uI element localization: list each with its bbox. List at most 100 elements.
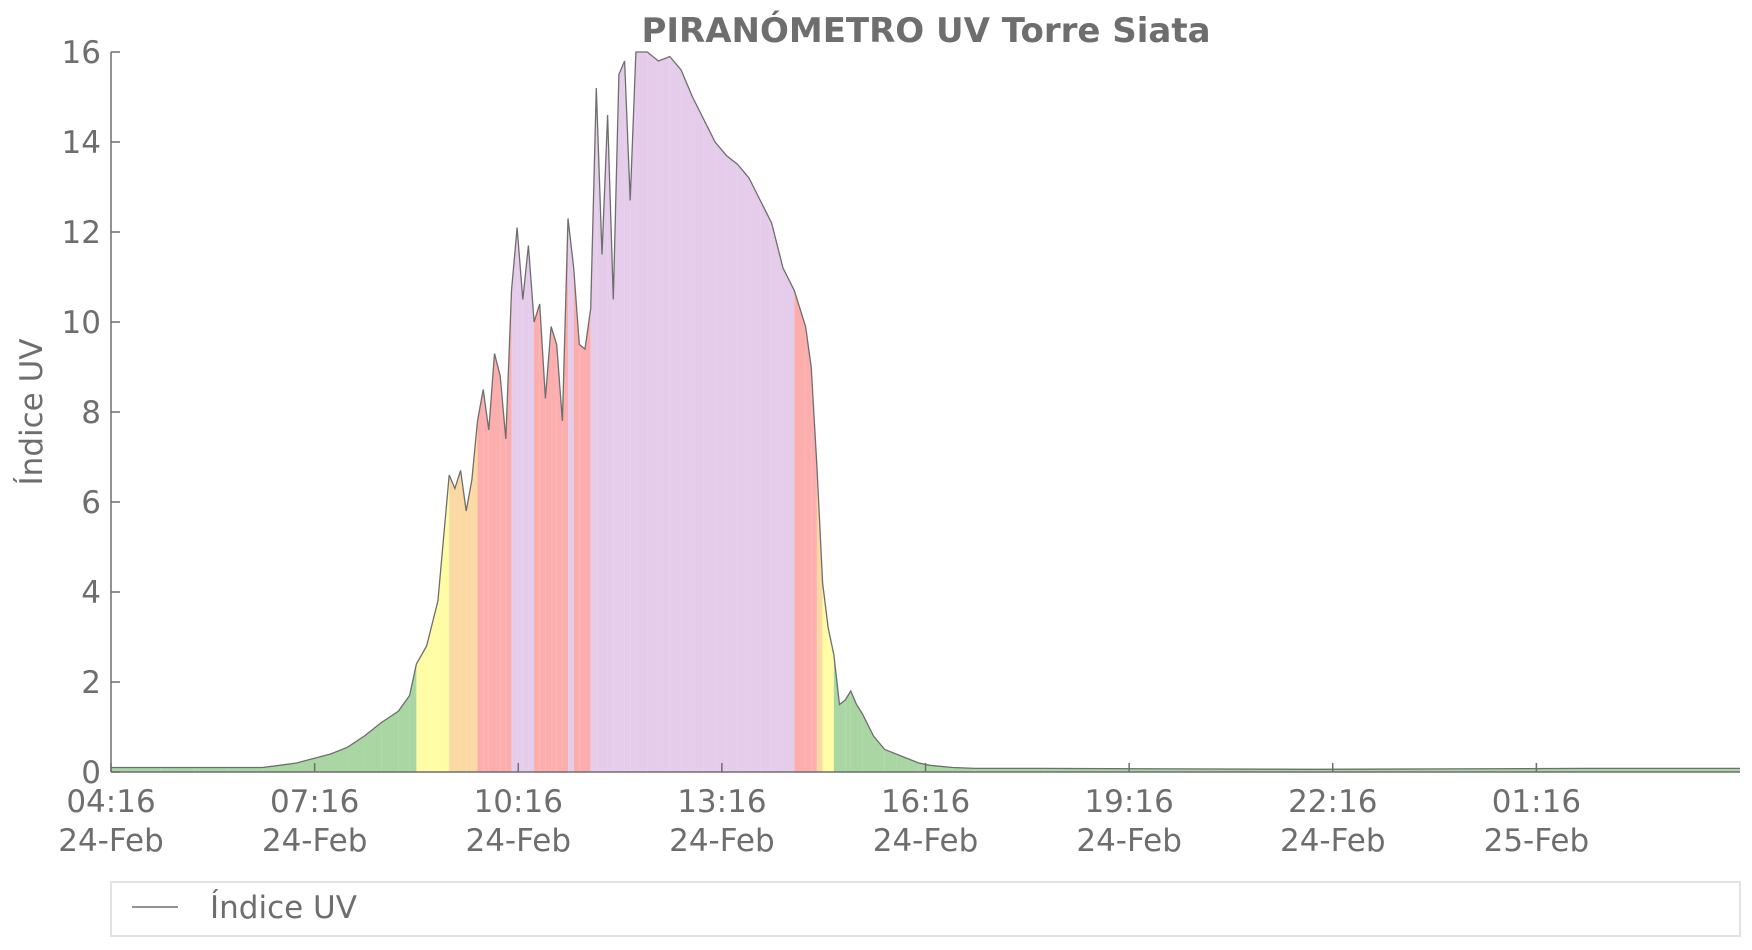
area-segment [850, 691, 857, 772]
y-tick-label: 10 [62, 305, 101, 341]
x-axis-ticks: 04:1624-Feb07:1624-Feb10:1624-Feb13:1624… [58, 763, 1589, 859]
y-tick-label: 0 [81, 755, 101, 791]
y-tick-label: 14 [62, 125, 101, 161]
area-segment [760, 200, 772, 772]
legend: Índice UV [110, 881, 1741, 937]
y-tick-label: 2 [81, 665, 101, 701]
area-segment [477, 389, 484, 772]
area-segment [313, 754, 331, 772]
area-segment [692, 97, 704, 772]
x-tick-label-date: 24-Feb [262, 823, 368, 859]
area-segment [681, 70, 693, 772]
area-segment [873, 736, 885, 772]
x-tick-label-date: 24-Feb [1280, 823, 1386, 859]
area-segment [545, 326, 552, 772]
area-segment [522, 245, 529, 772]
y-tick-label: 16 [62, 35, 101, 71]
x-tick-label-date: 24-Feb [669, 823, 775, 859]
area-segment [703, 119, 716, 772]
x-tick-label-time: 01:16 [1492, 784, 1581, 820]
area-segment [437, 475, 450, 772]
area-segment [816, 466, 823, 772]
area-segment [1586, 768, 1740, 772]
area-segment [624, 61, 631, 772]
chart-title: PIRANÓMETRO UV Torre Siata [641, 10, 1210, 51]
area-segment [794, 290, 806, 772]
area-segment [833, 655, 840, 772]
area-segment [551, 326, 557, 772]
area-segment [160, 767, 195, 772]
area-segment [896, 754, 908, 772]
area-segment [409, 664, 417, 772]
area-segment [749, 178, 761, 772]
area-segment [782, 268, 795, 772]
y-axis-label: Índice UV [14, 339, 50, 486]
area-segment [471, 421, 478, 772]
area-segment [573, 268, 580, 772]
area-segment [618, 61, 625, 772]
y-axis-ticks: 0 2 4 6 8 10 12 14 16 [62, 35, 120, 791]
x-tick-label-time: 19:16 [1084, 784, 1173, 820]
area-segment [828, 628, 834, 772]
x-tick-label-date: 24-Feb [873, 823, 979, 859]
area-segment [630, 52, 636, 772]
x-tick-label-date: 24-Feb [1076, 823, 1182, 859]
series-line-indice-uv [111, 51, 1740, 770]
area-segment [715, 142, 727, 772]
area-segment [483, 389, 489, 772]
area-segment [539, 304, 546, 772]
area-segment [635, 52, 648, 772]
area-segment [596, 88, 602, 772]
area-segment [975, 768, 1044, 772]
area-segment [517, 227, 523, 772]
area-segment [111, 767, 161, 772]
x-tick-label-time: 16:16 [881, 784, 970, 820]
x-tick-label-time: 10:16 [474, 784, 563, 820]
area-segment [726, 155, 738, 772]
area-segment [500, 376, 506, 772]
area-segment [669, 56, 682, 772]
area-segment [228, 767, 263, 772]
area-segment [426, 601, 438, 772]
y-tick-label: 6 [81, 485, 101, 521]
area-segment [466, 479, 472, 772]
area-segment [856, 704, 863, 772]
x-tick-label-time: 04:16 [66, 784, 155, 820]
area-segment [839, 700, 846, 772]
area-segment [601, 115, 608, 772]
x-tick-label-date: 24-Feb [465, 823, 571, 859]
area-segment [534, 304, 540, 772]
area-segment [562, 218, 569, 772]
area-segment [811, 367, 817, 772]
area-segment [416, 646, 427, 772]
area-segment [884, 749, 897, 772]
area-segment [449, 475, 455, 772]
area-segment [488, 353, 495, 772]
x-tick-label-time: 22:16 [1288, 784, 1377, 820]
area-segment [805, 326, 812, 772]
area-segment [862, 713, 874, 772]
y-tick-label: 12 [62, 215, 101, 251]
area-segment [511, 227, 518, 772]
uv-fill-area [111, 52, 1740, 772]
area-segment [528, 245, 535, 772]
x-tick-label-date: 24-Feb [58, 823, 164, 859]
area-segment [556, 344, 563, 772]
area-segment [658, 56, 670, 772]
area-segment [822, 583, 829, 772]
area-segment [771, 223, 783, 772]
y-tick-label: 8 [81, 395, 101, 431]
area-segment [494, 353, 501, 772]
area-segment [584, 308, 591, 772]
area-segment [845, 691, 851, 772]
x-tick-label-date: 25-Feb [1484, 823, 1590, 859]
area-segment [460, 470, 467, 772]
area-segment [454, 470, 461, 772]
area-segment [607, 115, 614, 772]
area-segment [579, 344, 585, 772]
area-segment [737, 164, 750, 772]
x-tick-label-time: 07:16 [270, 784, 359, 820]
area-segment [568, 218, 574, 772]
area-segment [364, 722, 382, 772]
